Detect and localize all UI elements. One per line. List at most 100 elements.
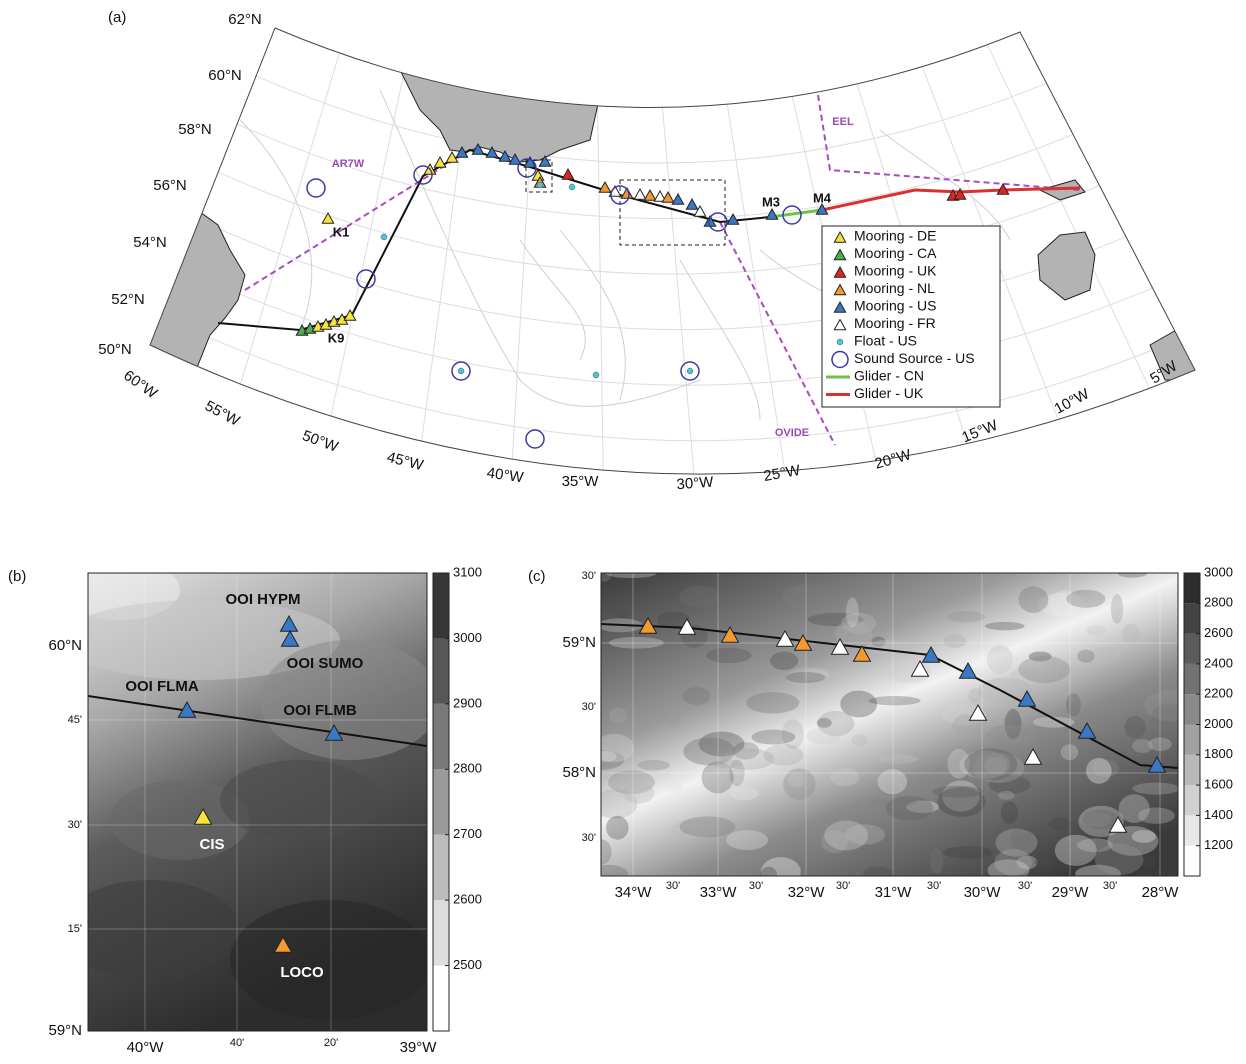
colorbar-cell — [433, 900, 449, 966]
mooring-marker — [538, 154, 552, 167]
lat-label: 58°N — [178, 121, 212, 138]
mooring-marker — [996, 182, 1010, 195]
lon-label: 45°W — [385, 449, 426, 475]
mooring-marker — [177, 700, 197, 718]
sound-source — [610, 185, 630, 205]
bathymetry-contour — [239, 119, 313, 331]
shading — [601, 864, 628, 876]
bathymetry-contour — [879, 129, 1011, 241]
shading — [760, 857, 801, 876]
shading — [601, 750, 617, 762]
shading — [1004, 708, 1022, 739]
colorbar-tick-label: 3100 — [453, 564, 482, 579]
shading — [608, 636, 664, 649]
shading — [746, 692, 800, 714]
shading — [851, 734, 868, 747]
shading — [760, 866, 777, 876]
mooring-marker — [620, 186, 634, 199]
shading — [877, 769, 908, 795]
lon-label: 30°W — [676, 474, 715, 494]
lat-label: 60°N — [208, 67, 242, 84]
shading — [711, 759, 743, 769]
mooring-marker — [815, 202, 829, 215]
lon-label: 40°W — [486, 464, 526, 486]
lat-label: 52°N — [111, 291, 145, 308]
shading — [995, 828, 1038, 857]
mooring-marker — [343, 308, 357, 321]
shading — [1075, 864, 1121, 876]
shading — [959, 750, 1011, 779]
mooring-marker — [921, 645, 941, 663]
panel-label: (c) — [528, 568, 546, 585]
bathymetry-shading — [88, 573, 427, 1031]
shading — [1035, 833, 1084, 844]
shading — [260, 640, 427, 760]
shading — [1132, 739, 1153, 753]
graticule-line — [236, 123, 1074, 219]
mooring-marker — [693, 204, 707, 217]
colorbar-tick-label: 2600 — [453, 892, 482, 907]
lat-label: 56°N — [153, 177, 187, 194]
map-area — [150, 28, 1195, 475]
colorbar-frame — [432, 572, 450, 1032]
legend-marker — [833, 283, 847, 296]
mooring-marker — [433, 155, 447, 168]
mooring-marker — [643, 188, 657, 201]
shading — [1086, 757, 1112, 784]
shading — [783, 768, 816, 800]
shading — [601, 733, 635, 763]
scotland-islands — [1038, 179, 1086, 201]
mooring-marker — [1077, 721, 1097, 739]
shading — [1137, 807, 1175, 824]
shading — [726, 830, 769, 851]
mooring-marker — [193, 807, 213, 825]
shading — [682, 686, 711, 705]
legend-label: Mooring - CA — [854, 245, 937, 261]
graticule-line — [255, 75, 1047, 164]
shading — [1018, 586, 1049, 613]
shading — [606, 815, 629, 840]
colorbar-cell — [1184, 845, 1200, 876]
shading — [671, 819, 719, 839]
colorbar-cell — [1184, 633, 1200, 664]
site-label: OOI FLMB — [283, 702, 356, 719]
shading — [110, 780, 250, 860]
shading — [1086, 625, 1106, 637]
site-label: M3 — [762, 194, 780, 209]
shading — [729, 759, 745, 787]
float-marker — [380, 233, 388, 241]
shading — [1144, 690, 1178, 722]
shading — [998, 790, 1015, 800]
shading — [986, 636, 1009, 654]
shading — [943, 634, 967, 648]
legend-label: Float - US — [854, 333, 917, 349]
shading — [885, 796, 934, 821]
shading — [1107, 826, 1159, 856]
lat-label: 30' — [582, 832, 596, 844]
mooring-marker — [661, 190, 675, 203]
shading — [932, 785, 984, 798]
sound-source — [525, 429, 545, 449]
colorbar-cell — [1184, 573, 1200, 604]
bathymetry-contour — [559, 229, 626, 401]
lon-label: 30' — [1018, 880, 1032, 892]
shading — [1038, 592, 1086, 617]
shading — [683, 737, 735, 766]
shading — [876, 754, 919, 764]
lon-label: 30' — [927, 880, 941, 892]
mooring-marker — [852, 644, 872, 662]
panel-label: (a) — [108, 9, 126, 26]
lon-label: 30' — [836, 880, 850, 892]
lat-label: 60°N — [48, 637, 82, 654]
panel-b: (b) OOI HYPM OOI SUMO OOI FLMA OOI FLMB CIS LO… — [8, 564, 482, 1056]
shading — [763, 744, 804, 766]
mooring-marker — [485, 145, 499, 158]
lat-label: 30' — [582, 570, 596, 582]
lon-label: 30' — [666, 880, 680, 892]
shading — [871, 636, 886, 647]
shading — [1066, 589, 1106, 608]
shading — [668, 707, 682, 729]
graticule-line — [161, 315, 1180, 442]
sound-source — [356, 269, 376, 289]
shading — [845, 824, 886, 845]
